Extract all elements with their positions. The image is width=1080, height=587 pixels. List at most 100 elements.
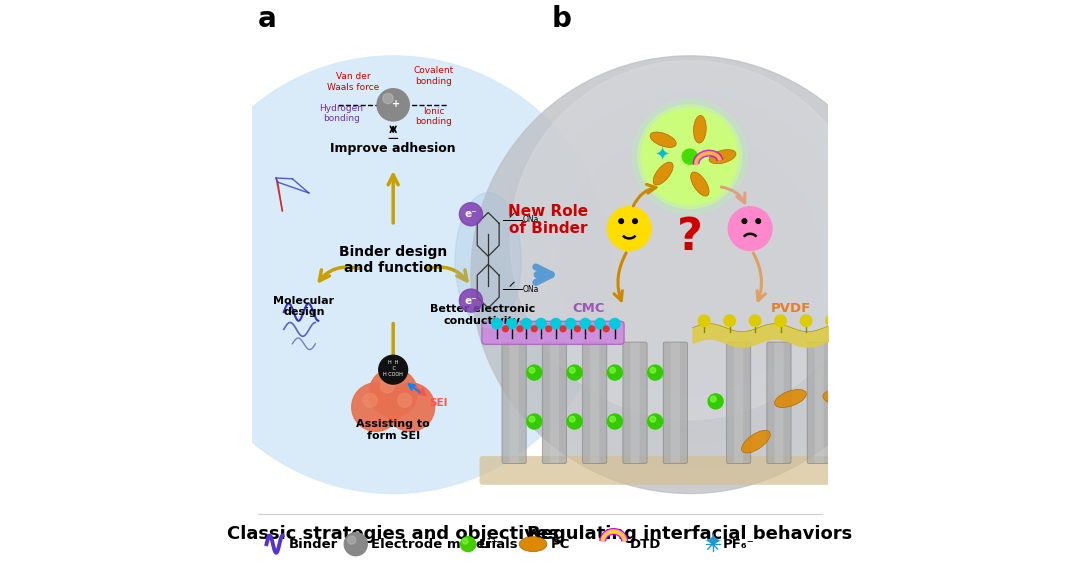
- Circle shape: [471, 56, 908, 494]
- FancyBboxPatch shape: [510, 343, 518, 463]
- Circle shape: [607, 414, 622, 429]
- Circle shape: [537, 113, 842, 419]
- Text: Binder: Binder: [288, 538, 338, 551]
- Text: ONa: ONa: [523, 285, 539, 294]
- Text: Binder design
and function: Binder design and function: [339, 245, 447, 275]
- Circle shape: [460, 537, 475, 552]
- Circle shape: [657, 217, 723, 283]
- FancyBboxPatch shape: [807, 342, 832, 464]
- Circle shape: [569, 416, 576, 422]
- Circle shape: [604, 326, 609, 332]
- Text: +: +: [392, 99, 400, 109]
- Circle shape: [482, 65, 897, 481]
- Circle shape: [607, 365, 622, 380]
- Circle shape: [352, 383, 400, 431]
- Circle shape: [648, 365, 663, 380]
- Text: SEI: SEI: [429, 397, 447, 407]
- Circle shape: [462, 538, 468, 544]
- Circle shape: [567, 414, 582, 429]
- Text: ?: ?: [677, 216, 703, 259]
- Circle shape: [678, 237, 701, 258]
- Circle shape: [610, 416, 616, 422]
- Text: b: b: [552, 5, 571, 33]
- Circle shape: [632, 99, 747, 214]
- Circle shape: [369, 369, 417, 417]
- Circle shape: [471, 56, 908, 494]
- Text: Regulating interfacial behaviors: Regulating interfacial behaviors: [527, 525, 852, 543]
- Ellipse shape: [650, 132, 676, 147]
- Circle shape: [633, 219, 637, 224]
- Ellipse shape: [519, 537, 546, 552]
- FancyBboxPatch shape: [550, 343, 559, 463]
- Circle shape: [567, 365, 582, 380]
- Text: Improve adhesion: Improve adhesion: [330, 141, 456, 154]
- Circle shape: [591, 160, 788, 357]
- Circle shape: [529, 367, 535, 373]
- Text: e⁻: e⁻: [464, 209, 477, 219]
- Circle shape: [548, 123, 832, 407]
- Text: PF₆⁻: PF₆⁻: [724, 538, 755, 551]
- Text: Electrode materials: Electrode materials: [372, 538, 518, 551]
- Circle shape: [459, 289, 483, 312]
- Circle shape: [881, 437, 895, 452]
- Circle shape: [613, 180, 767, 333]
- Circle shape: [708, 394, 724, 409]
- Circle shape: [742, 219, 746, 224]
- Circle shape: [522, 319, 531, 329]
- Circle shape: [379, 355, 407, 384]
- Circle shape: [624, 189, 755, 320]
- FancyBboxPatch shape: [582, 342, 607, 464]
- Circle shape: [683, 149, 698, 164]
- Circle shape: [348, 536, 355, 544]
- Circle shape: [877, 315, 889, 326]
- Circle shape: [507, 319, 516, 329]
- Circle shape: [728, 207, 772, 251]
- Text: e⁻: e⁻: [464, 296, 477, 306]
- Circle shape: [643, 109, 737, 204]
- Text: Classic strategies and objectives: Classic strategies and objectives: [227, 525, 559, 543]
- FancyBboxPatch shape: [855, 343, 864, 463]
- Circle shape: [569, 141, 810, 382]
- Circle shape: [800, 315, 812, 326]
- Text: Assisting to
form SEI: Assisting to form SEI: [356, 419, 430, 441]
- Circle shape: [851, 315, 863, 326]
- Text: Better electronic
conductivity: Better electronic conductivity: [430, 304, 535, 326]
- FancyBboxPatch shape: [663, 342, 687, 464]
- Circle shape: [492, 75, 887, 469]
- Circle shape: [640, 107, 739, 205]
- Circle shape: [603, 170, 778, 345]
- Text: −: −: [387, 131, 400, 146]
- Text: PVDF: PVDF: [770, 302, 811, 315]
- Circle shape: [551, 319, 561, 329]
- Circle shape: [638, 105, 742, 208]
- Circle shape: [607, 207, 651, 251]
- Circle shape: [619, 219, 623, 224]
- Circle shape: [826, 315, 837, 326]
- Circle shape: [566, 319, 576, 329]
- Circle shape: [650, 367, 656, 373]
- Circle shape: [575, 326, 580, 332]
- Ellipse shape: [823, 390, 856, 406]
- Circle shape: [536, 319, 546, 329]
- FancyBboxPatch shape: [480, 456, 900, 485]
- FancyBboxPatch shape: [482, 321, 624, 345]
- Circle shape: [580, 151, 799, 370]
- Circle shape: [529, 416, 535, 422]
- Circle shape: [380, 379, 394, 393]
- Circle shape: [517, 326, 523, 332]
- Circle shape: [750, 315, 760, 326]
- Text: ONa: ONa: [523, 215, 539, 224]
- Text: Li⁺: Li⁺: [478, 538, 499, 551]
- Text: CMC: CMC: [572, 302, 605, 315]
- Text: Molecular
design: Molecular design: [273, 296, 335, 317]
- Circle shape: [527, 414, 542, 429]
- Circle shape: [610, 367, 616, 373]
- Circle shape: [561, 326, 566, 332]
- Circle shape: [648, 414, 663, 429]
- Circle shape: [881, 394, 895, 409]
- FancyBboxPatch shape: [774, 343, 784, 463]
- Circle shape: [646, 208, 733, 295]
- Circle shape: [515, 94, 865, 444]
- FancyBboxPatch shape: [814, 343, 824, 463]
- Circle shape: [382, 93, 393, 104]
